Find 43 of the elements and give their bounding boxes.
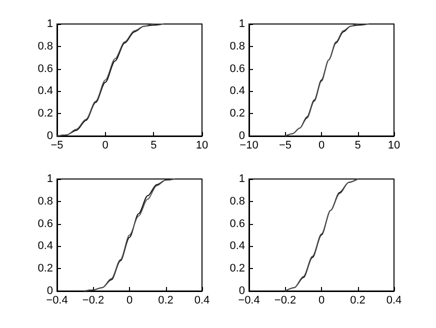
x-tick-label: 10 [388, 140, 400, 152]
x-tick-label: 0 [102, 140, 108, 152]
y-tick-label: 0.4 [38, 240, 53, 252]
y-tick-label: 1 [46, 18, 53, 30]
y-tick-label: 0.4 [38, 85, 53, 98]
x-tick-label: −0.4 [238, 294, 260, 306]
x-tick-label: 0 [318, 140, 325, 152]
y-tick-label: 0.6 [38, 218, 53, 230]
x-tick-label: −0.4 [46, 294, 68, 306]
x-tick-label: 0.4 [386, 294, 402, 306]
y-tick-label: 0 [238, 130, 245, 142]
y-tick-label: 0 [46, 285, 53, 297]
x-tick-label: 0 [318, 294, 325, 306]
x-tick-label: 10 [196, 140, 208, 152]
y-tick-label: 0.8 [230, 40, 245, 52]
x-tick-label: 5 [354, 140, 361, 152]
x-tick-label: 0.4 [194, 294, 210, 306]
x-tick-label: −5 [50, 140, 64, 152]
y-tick-label: 0.6 [230, 218, 245, 230]
y-tick-label: 0 [46, 130, 53, 142]
x-tick-label: 0.2 [158, 294, 174, 306]
x-tick-label: 0.2 [350, 294, 366, 306]
y-tick-label: 0.8 [38, 195, 53, 208]
y-tick-label: 1 [238, 173, 245, 185]
y-tick-label: 0.6 [230, 62, 245, 75]
y-tick-label: 0.2 [230, 262, 245, 275]
y-tick-label: 0.8 [38, 40, 53, 52]
y-tick-label: 0.2 [38, 108, 53, 120]
x-tick-label: −10 [240, 140, 258, 152]
y-tick-label: 0.6 [38, 62, 53, 75]
x-tick-label: −0.2 [82, 294, 104, 306]
y-tick-label: 1 [238, 18, 245, 30]
y-tick-label: 1 [46, 173, 53, 185]
x-tick-label: 5 [150, 140, 157, 152]
x-tick-label: −5 [278, 140, 292, 152]
y-tick-label: 0 [238, 285, 245, 297]
y-tick-label: 0.4 [230, 240, 245, 252]
x-tick-label: 0 [126, 294, 133, 306]
y-tick-label: 0.2 [38, 262, 53, 275]
y-tick-label: 0.8 [230, 195, 245, 208]
x-tick-label: −0.2 [274, 294, 296, 306]
y-tick-label: 0.2 [230, 108, 245, 120]
y-tick-label: 0.4 [230, 85, 245, 98]
